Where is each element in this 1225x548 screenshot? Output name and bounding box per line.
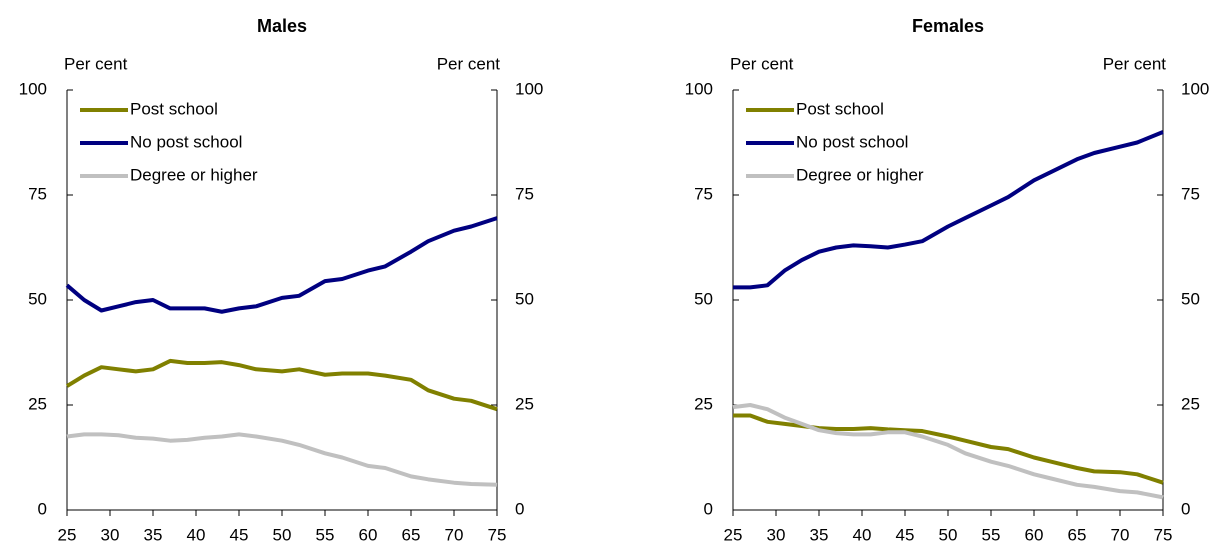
y2-tick-label: 75	[1181, 184, 1200, 203]
y-tick-label: 25	[28, 394, 47, 413]
chart-title: Males	[257, 16, 307, 36]
x-tick-label: 65	[402, 525, 421, 544]
legend-label: Degree or higher	[796, 165, 924, 184]
x-tick-label: 35	[144, 525, 163, 544]
y-tick-label: 50	[694, 289, 713, 308]
chart-title: Females	[912, 16, 984, 36]
x-tick-label: 50	[939, 525, 958, 544]
y-tick-label: 100	[19, 79, 47, 98]
y-axis-label: Per cent	[64, 54, 128, 73]
y2-tick-label: 25	[1181, 394, 1200, 413]
x-tick-label: 25	[724, 525, 743, 544]
x-tick-label: 60	[1025, 525, 1044, 544]
y-tick-label: 50	[28, 289, 47, 308]
x-tick-label: 25	[58, 525, 77, 544]
y2-tick-label: 75	[515, 184, 534, 203]
data-line	[733, 130, 1164, 290]
x-tick-label: 75	[1154, 525, 1173, 544]
y-tick-label: 75	[28, 184, 47, 203]
y2-tick-label: 100	[1181, 79, 1209, 98]
data-line	[65, 216, 498, 314]
x-tick-label: 30	[101, 525, 120, 544]
x-tick-label: 30	[767, 525, 786, 544]
y2-tick-label: 25	[515, 394, 534, 413]
y2-tick-label: 100	[515, 79, 543, 98]
y-tick-label: 0	[704, 499, 713, 518]
y2-tick-label: 50	[515, 289, 534, 308]
x-tick-label: 40	[853, 525, 872, 544]
x-tick-label: 70	[445, 525, 464, 544]
x-tick-label: 60	[359, 525, 378, 544]
y2-axis-label: Per cent	[1103, 54, 1167, 73]
legend-label: Post school	[796, 99, 884, 118]
data-line	[65, 358, 498, 412]
y-axis-label: Per cent	[730, 54, 794, 73]
y2-tick-label: 0	[515, 499, 524, 518]
x-tick-label: 55	[982, 525, 1001, 544]
x-tick-label: 75	[488, 525, 507, 544]
data-line	[66, 432, 498, 487]
x-tick-label: 50	[273, 525, 292, 544]
y2-tick-label: 0	[1181, 499, 1190, 518]
data-line	[732, 403, 1164, 500]
legend-label: No post school	[796, 132, 908, 151]
data-line	[733, 413, 1164, 485]
y-tick-label: 75	[694, 184, 713, 203]
y-tick-label: 100	[685, 79, 713, 98]
legend-label: Post school	[130, 99, 218, 118]
legend-label: Degree or higher	[130, 165, 258, 184]
x-tick-label: 55	[316, 525, 335, 544]
y2-axis-label: Per cent	[437, 54, 501, 73]
x-tick-label: 65	[1068, 525, 1087, 544]
legend-label: No post school	[130, 132, 242, 151]
y-tick-label: 25	[694, 394, 713, 413]
x-tick-label: 35	[810, 525, 829, 544]
y2-tick-label: 50	[1181, 289, 1200, 308]
x-tick-label: 70	[1111, 525, 1130, 544]
y-tick-label: 0	[38, 499, 47, 518]
x-tick-label: 45	[230, 525, 249, 544]
x-tick-label: 40	[187, 525, 206, 544]
x-tick-label: 45	[896, 525, 915, 544]
